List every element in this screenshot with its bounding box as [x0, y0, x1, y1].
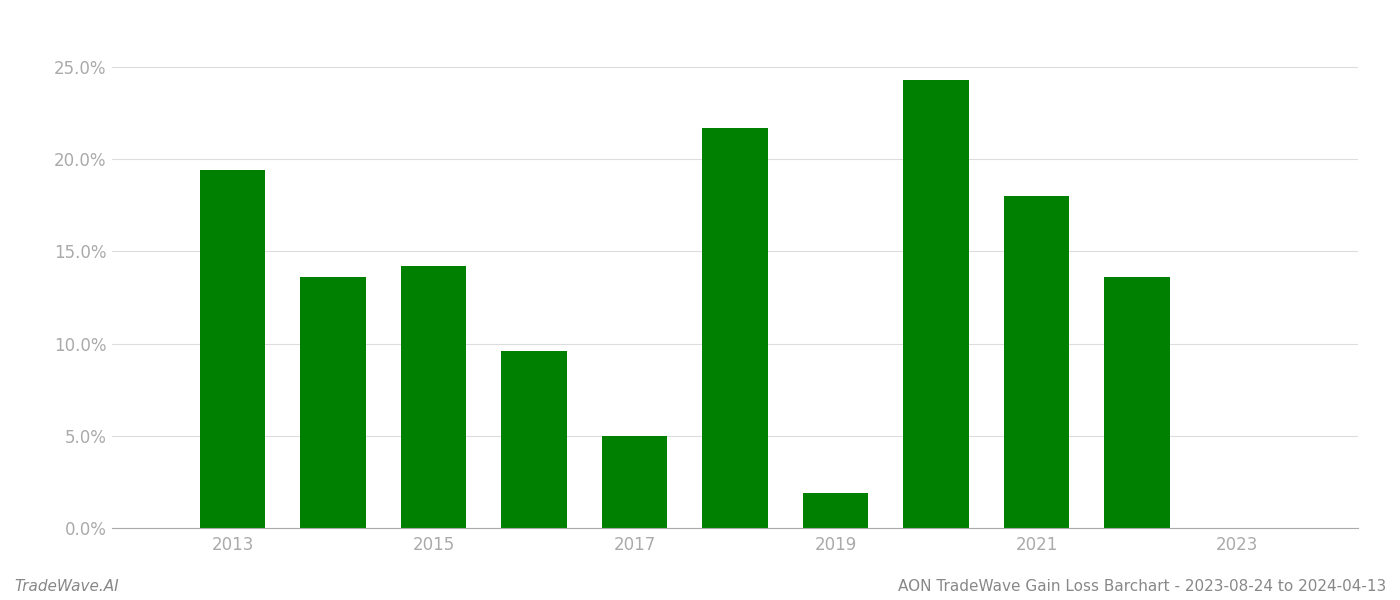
Bar	[802, 493, 868, 528]
Bar	[903, 80, 969, 528]
Bar	[400, 266, 466, 528]
Bar	[602, 436, 668, 528]
Bar	[703, 128, 767, 528]
Bar	[1105, 277, 1169, 528]
Text: AON TradeWave Gain Loss Barchart - 2023-08-24 to 2024-04-13: AON TradeWave Gain Loss Barchart - 2023-…	[897, 579, 1386, 594]
Text: TradeWave.AI: TradeWave.AI	[14, 579, 119, 594]
Bar	[301, 277, 365, 528]
Bar	[1004, 196, 1070, 528]
Bar	[501, 351, 567, 528]
Bar	[200, 170, 265, 528]
